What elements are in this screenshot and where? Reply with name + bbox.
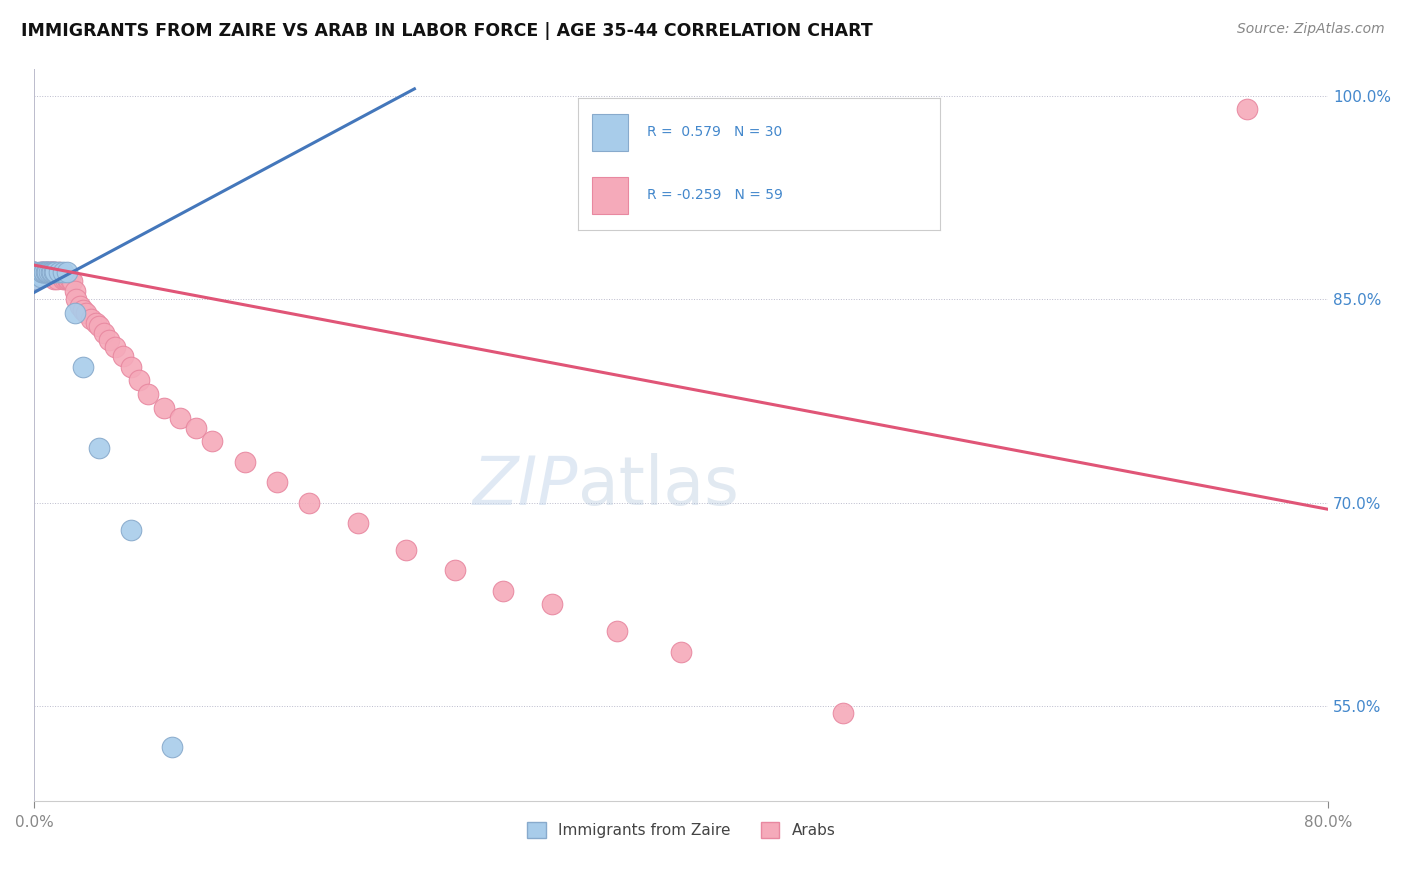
Point [37,265,59,279]
Point [69,299,91,313]
Point [63,284,86,298]
Point [266,475,288,490]
Point [492,583,515,598]
Point [169,411,191,425]
Point [42,265,65,279]
Point [37,265,59,279]
Point [31,265,53,279]
Point [32,265,55,279]
Point [52,265,75,279]
Point [30,265,52,279]
Point [184,421,207,435]
Point [58,271,80,285]
Point [136,387,159,401]
Point [160,739,183,754]
Point [31,265,53,279]
Point [87,442,110,456]
Point [30,268,52,282]
Point [606,624,628,639]
Point [22,271,45,285]
Point [72,302,94,317]
Point [80,312,103,326]
Point [72,359,94,374]
Point [63,305,86,319]
Point [39,265,62,279]
Text: ZIP: ZIP [472,453,578,519]
Point [298,495,321,509]
Point [39,265,62,279]
Point [22,265,45,279]
Point [52,271,75,285]
Point [120,523,142,537]
Point [38,265,60,279]
Point [60,275,83,289]
Point [44,265,66,279]
Point [87,319,110,334]
Point [541,597,564,611]
Legend: Immigrants from Zaire, Arabs: Immigrants from Zaire, Arabs [522,816,841,845]
Point [97,333,120,347]
Point [44,265,66,279]
Point [104,340,127,354]
Point [32,265,55,279]
Point [59,271,82,285]
Point [444,563,467,577]
Point [30,270,52,285]
Point [184,834,207,848]
Point [346,516,368,530]
Point [41,265,63,279]
Point [38,268,60,282]
Point [55,265,77,279]
Point [51,268,73,282]
Point [75,305,97,319]
Point [32,265,55,279]
Point [35,265,58,279]
Text: IMMIGRANTS FROM ZAIRE VS ARAB IN LABOR FORCE | AGE 35-44 CORRELATION CHART: IMMIGRANTS FROM ZAIRE VS ARAB IN LABOR F… [21,22,873,40]
Point [93,326,115,340]
Point [152,401,174,415]
Point [22,265,45,279]
Point [395,543,418,558]
Point [49,268,72,282]
Point [48,265,70,279]
Point [41,265,63,279]
Point [1236,102,1258,116]
Point [671,645,693,659]
Text: Source: ZipAtlas.com: Source: ZipAtlas.com [1237,22,1385,37]
Point [35,268,58,282]
Point [22,265,45,279]
Point [28,268,51,282]
Point [48,265,70,279]
Point [55,271,77,285]
Point [201,434,224,449]
Point [832,706,855,720]
Point [22,265,45,279]
Text: atlas: atlas [578,453,738,519]
Point [22,268,45,282]
Point [31,265,53,279]
Point [233,455,256,469]
Point [120,359,142,374]
Point [84,317,107,331]
Point [30,268,52,282]
Point [112,349,135,363]
Point [42,265,65,279]
Point [53,271,76,285]
Point [37,265,59,279]
Point [37,265,59,279]
Point [22,265,45,279]
Point [65,292,87,306]
Point [42,271,65,285]
Point [46,271,69,285]
Point [38,265,60,279]
Point [39,265,62,279]
Point [128,374,150,388]
Point [22,271,45,285]
Point [28,265,51,279]
